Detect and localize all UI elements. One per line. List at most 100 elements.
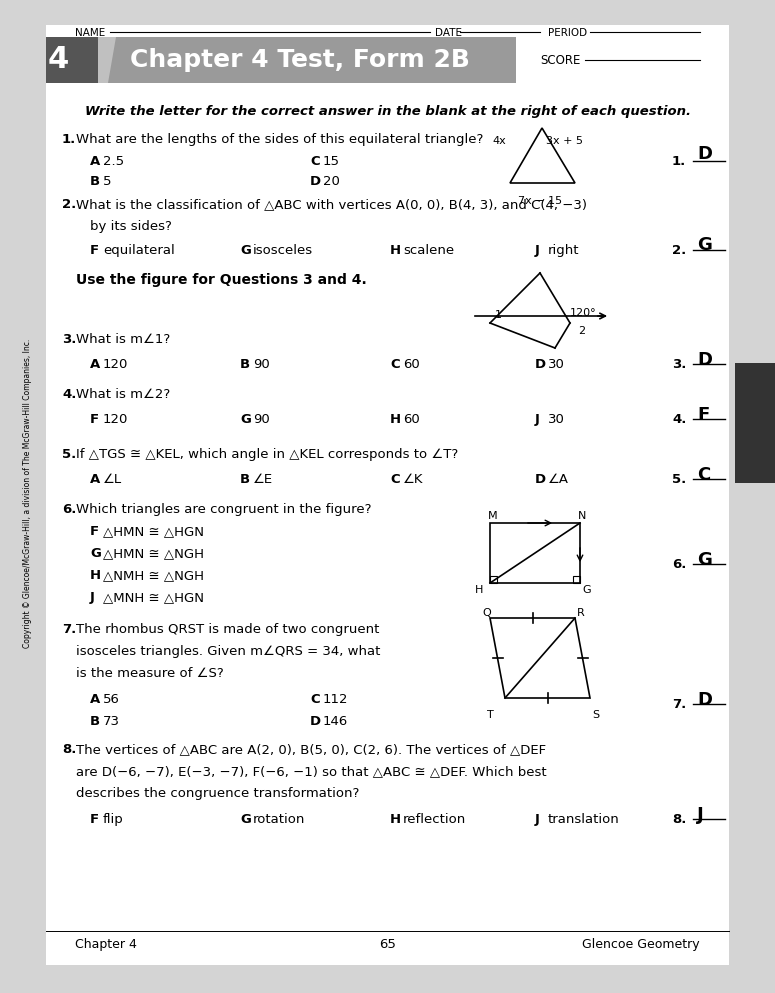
Text: G: G bbox=[697, 551, 712, 569]
Text: C: C bbox=[390, 473, 400, 486]
Text: H: H bbox=[390, 244, 401, 257]
Text: 56: 56 bbox=[103, 693, 120, 706]
Text: 1.: 1. bbox=[672, 155, 686, 168]
Text: by its sides?: by its sides? bbox=[90, 220, 172, 233]
Text: 6.: 6. bbox=[672, 558, 687, 571]
Text: rotation: rotation bbox=[253, 813, 305, 826]
Text: C: C bbox=[310, 155, 319, 168]
Text: ∠A: ∠A bbox=[548, 473, 569, 486]
Text: are D(−6, −7), E(−3, −7), F(−6, −1) so that △ABC ≅ △DEF. Which best: are D(−6, −7), E(−3, −7), F(−6, −1) so t… bbox=[76, 765, 546, 778]
Text: The vertices of △ABC are A(2, 0), B(5, 0), C(2, 6). The vertices of △DEF: The vertices of △ABC are A(2, 0), B(5, 0… bbox=[76, 743, 546, 756]
Text: A: A bbox=[90, 693, 100, 706]
Text: D: D bbox=[697, 691, 712, 709]
Polygon shape bbox=[98, 37, 116, 83]
Text: J: J bbox=[90, 591, 95, 604]
Text: 3.: 3. bbox=[672, 358, 687, 371]
Text: Use the figure for Questions 3 and 4.: Use the figure for Questions 3 and 4. bbox=[76, 273, 367, 287]
Text: 2.: 2. bbox=[62, 198, 76, 211]
Text: 30: 30 bbox=[548, 413, 565, 426]
Text: 120°: 120° bbox=[570, 308, 597, 318]
FancyBboxPatch shape bbox=[46, 25, 729, 965]
Text: 7.: 7. bbox=[672, 698, 686, 711]
Text: 90: 90 bbox=[253, 413, 270, 426]
Text: Which triangles are congruent in the figure?: Which triangles are congruent in the fig… bbox=[76, 503, 371, 516]
Text: 5.: 5. bbox=[672, 473, 686, 486]
Text: 120: 120 bbox=[103, 413, 129, 426]
Text: 1.: 1. bbox=[62, 133, 76, 146]
Text: reflection: reflection bbox=[403, 813, 467, 826]
Text: NAME: NAME bbox=[75, 28, 105, 38]
Text: 15: 15 bbox=[323, 155, 340, 168]
Text: G: G bbox=[90, 547, 101, 560]
Text: H: H bbox=[90, 569, 101, 582]
Text: S: S bbox=[592, 710, 599, 720]
Text: Write the letter for the correct answer in the blank at the right of each questi: Write the letter for the correct answer … bbox=[85, 105, 691, 118]
Text: 30: 30 bbox=[548, 358, 565, 371]
Text: B: B bbox=[240, 473, 250, 486]
Text: 112: 112 bbox=[323, 693, 349, 706]
Text: isosceles: isosceles bbox=[253, 244, 313, 257]
Text: 8.: 8. bbox=[62, 743, 77, 756]
Text: 4.: 4. bbox=[672, 413, 687, 426]
Text: 6.: 6. bbox=[62, 503, 77, 516]
Text: PERIOD: PERIOD bbox=[548, 28, 587, 38]
Text: ∠E: ∠E bbox=[253, 473, 273, 486]
Text: J: J bbox=[535, 244, 540, 257]
Text: B: B bbox=[240, 358, 250, 371]
Text: F: F bbox=[697, 406, 709, 424]
Text: What are the lengths of the sides of this equilateral triangle?: What are the lengths of the sides of thi… bbox=[76, 133, 484, 146]
Text: 2.: 2. bbox=[672, 244, 686, 257]
Text: F: F bbox=[90, 413, 99, 426]
Text: flip: flip bbox=[103, 813, 124, 826]
Text: J: J bbox=[535, 813, 540, 826]
Text: 5: 5 bbox=[103, 175, 112, 188]
Text: What is the classification of △ABC with vertices A(0, 0), B(4, 3), and C(4, −3): What is the classification of △ABC with … bbox=[76, 198, 587, 211]
Text: F: F bbox=[90, 813, 99, 826]
Text: 73: 73 bbox=[103, 715, 120, 728]
Bar bbox=[490, 576, 497, 583]
Text: 146: 146 bbox=[323, 715, 348, 728]
Text: 60: 60 bbox=[403, 413, 420, 426]
Text: SCORE: SCORE bbox=[540, 54, 580, 67]
Text: G: G bbox=[697, 236, 712, 254]
Text: △HMN ≅ △HGN: △HMN ≅ △HGN bbox=[103, 525, 204, 538]
Text: G: G bbox=[582, 585, 591, 595]
Text: B: B bbox=[90, 715, 100, 728]
Text: F: F bbox=[90, 525, 99, 538]
Text: 120: 120 bbox=[103, 358, 129, 371]
Text: A: A bbox=[90, 358, 100, 371]
Text: R: R bbox=[577, 608, 585, 618]
FancyBboxPatch shape bbox=[735, 363, 775, 483]
Bar bbox=[573, 576, 580, 583]
Text: D: D bbox=[697, 145, 712, 163]
Text: A: A bbox=[90, 473, 100, 486]
Text: N: N bbox=[578, 511, 587, 521]
Text: J: J bbox=[535, 413, 540, 426]
Text: H: H bbox=[390, 813, 401, 826]
Text: Glencoe Geometry: Glencoe Geometry bbox=[582, 938, 700, 951]
Text: F: F bbox=[90, 244, 99, 257]
Text: DATE: DATE bbox=[435, 28, 462, 38]
Text: J: J bbox=[697, 806, 704, 824]
FancyBboxPatch shape bbox=[46, 37, 98, 83]
Text: ∠L: ∠L bbox=[103, 473, 122, 486]
Text: scalene: scalene bbox=[403, 244, 454, 257]
Text: Chapter 4: Chapter 4 bbox=[75, 938, 137, 951]
Text: D: D bbox=[310, 175, 321, 188]
Text: Q: Q bbox=[482, 608, 491, 618]
Text: △HMN ≅ △NGH: △HMN ≅ △NGH bbox=[103, 547, 204, 560]
Bar bbox=[490, 523, 580, 583]
Text: D: D bbox=[535, 473, 546, 486]
Text: right: right bbox=[548, 244, 580, 257]
Text: C: C bbox=[697, 466, 710, 484]
Text: 90: 90 bbox=[253, 358, 270, 371]
Text: 60: 60 bbox=[403, 358, 420, 371]
Text: 3.: 3. bbox=[62, 333, 77, 346]
Text: 4.: 4. bbox=[62, 388, 77, 401]
Text: 2: 2 bbox=[578, 326, 585, 336]
Text: 65: 65 bbox=[380, 938, 397, 951]
Text: If △TGS ≅ △KEL, which angle in △KEL corresponds to ∠T?: If △TGS ≅ △KEL, which angle in △KEL corr… bbox=[76, 448, 458, 461]
Text: C: C bbox=[390, 358, 400, 371]
Text: Copyright © Glencoe/McGraw-Hill, a division of The McGraw-Hill Companies, Inc.: Copyright © Glencoe/McGraw-Hill, a divis… bbox=[23, 339, 33, 647]
Text: B: B bbox=[90, 175, 100, 188]
